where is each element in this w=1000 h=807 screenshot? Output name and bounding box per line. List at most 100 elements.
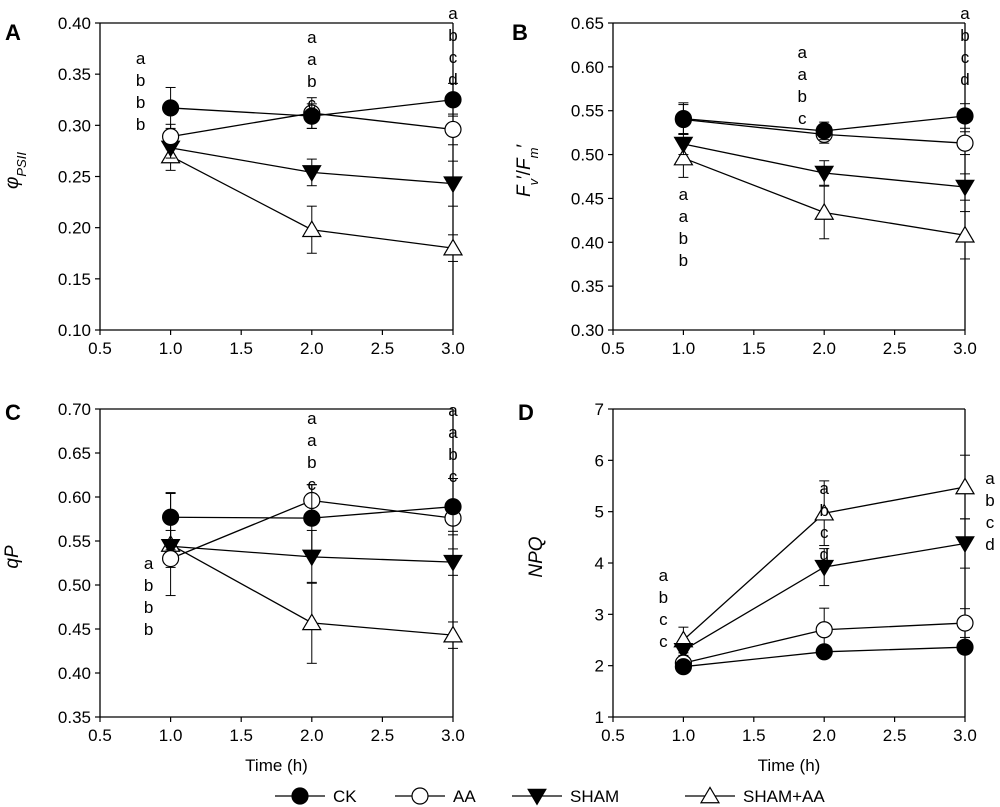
panel-d-xtick-label: 1.5: [742, 726, 766, 745]
panel-c-sig-letter: b: [307, 453, 316, 472]
panel-c-sig-letter: a: [448, 401, 458, 420]
panel-d-sig-letter: b: [819, 501, 828, 520]
panel-b-ytick-label: 0.45: [571, 189, 604, 208]
data-point: [954, 225, 976, 243]
panel-a-sig-letter: a: [307, 50, 317, 69]
data-point: [956, 638, 974, 656]
panel-a-ytick-label: 0.10: [58, 321, 91, 340]
legend-item-sham-aa: SHAM+AA: [685, 786, 825, 806]
data-point: [815, 122, 833, 140]
panel-b-xtick-label: 2.0: [812, 339, 836, 358]
panel-b-sig-letter: a: [797, 43, 807, 62]
panel-b-sig-letter: b: [797, 87, 806, 106]
data-point: [301, 165, 322, 182]
panel-b-ytick-label: 0.50: [571, 146, 604, 165]
ylabel-subscript: v: [526, 177, 541, 185]
data-point: [955, 179, 975, 197]
data-point: [301, 549, 322, 567]
data-point: [443, 554, 463, 572]
legend-item-sham: SHAM: [512, 787, 619, 806]
panel-b-ytick-label: 0.30: [571, 321, 604, 340]
panel-b-sig-letter: b: [960, 26, 969, 45]
panel-c-sig-letter: b: [144, 598, 153, 617]
data-point: [162, 549, 180, 568]
panel-a-sig-letter: b: [448, 26, 457, 45]
panel-a-series-sham: [160, 137, 463, 207]
panel-a-ytick-label: 0.40: [58, 14, 91, 33]
legend-marker: [291, 787, 309, 805]
panel-b-xtick-label: 1.0: [672, 339, 696, 358]
panel-c-xtick-label: 1.0: [159, 726, 183, 745]
data-point: [444, 498, 462, 516]
data-point: [954, 477, 976, 495]
panel-d-sig-letter: a: [985, 469, 995, 488]
panel-c: 0.35 0.40 0.45 0.50 0.55 0.60 0.65 0.70 0.5 1.0 1.…: [2, 400, 465, 775]
panel-d-xtick-label: 2.0: [812, 726, 836, 745]
panel-b-sig-letter: b: [679, 251, 688, 270]
panel-a-sig-letter: b: [136, 115, 145, 134]
panel-a-letter: A: [5, 20, 21, 45]
panel-a-xtick-label: 1.0: [159, 339, 183, 358]
panel-c-sig-letter: c: [449, 467, 458, 486]
legend-label: SHAM: [570, 787, 619, 806]
panel-a-sig-letter: a: [448, 4, 458, 23]
data-point: [674, 658, 693, 676]
panel-d-ytick-label: 4: [595, 554, 604, 573]
panel-b-xtick-label: 0.5: [601, 339, 625, 358]
panel-d-sig-letter: b: [659, 588, 668, 607]
panel-b-ytick-label: 0.55: [571, 102, 604, 121]
panel-a-sig-letter: a: [307, 28, 317, 47]
panel-b-sig-letter: a: [797, 65, 807, 84]
panel-c-ytick-label: 0.70: [58, 400, 91, 419]
panels-group: 0.10 0.15 0.20 0.25 0.30 0.35 0.40 0.5 1.0 1.5 2.0…: [2, 4, 995, 775]
panel-c-xtick-label: 3.0: [441, 726, 465, 745]
data-point: [956, 107, 974, 125]
panel-d-ytick-label: 1: [595, 708, 604, 727]
panel-d-sig-letter: c: [659, 632, 668, 651]
panel-b-ytick-label: 0.65: [571, 14, 604, 33]
panel-c-series-ck: [162, 478, 462, 553]
panel-a-sig-letter: c: [308, 94, 317, 113]
ylabel-main: φ: [2, 177, 23, 189]
panel-d-sig-letter: b: [985, 491, 994, 510]
panel-c-sig-letter: a: [448, 423, 458, 442]
data-point: [442, 238, 464, 256]
data-point: [673, 136, 694, 154]
ylabel-part: F: [514, 157, 535, 170]
panel-c-sig-letter: a: [307, 409, 317, 428]
panel-b-sig-letter: c: [961, 48, 970, 67]
panel-a-sig-letter: c: [449, 48, 458, 67]
panel-d-series-aa: [674, 607, 974, 672]
legend-label: CK: [333, 787, 357, 806]
panel-d-sig-letter: d: [985, 535, 994, 554]
data-point: [443, 176, 463, 194]
data-point: [814, 503, 835, 521]
panel-b-ytick-label: 0.40: [571, 233, 604, 252]
panel-b-ytick-label: 0.60: [571, 58, 604, 77]
data-point: [442, 625, 464, 643]
data-point: [955, 536, 975, 554]
panel-b: 0.30 0.35 0.40 0.45 0.50 0.55 0.60 0.65 0.5 1.0 1.…: [512, 4, 977, 358]
legend-marker: [411, 787, 429, 805]
panel-a-xtick-label: 2.0: [300, 339, 324, 358]
panel-d-xtick-label: 0.5: [601, 726, 625, 745]
panel-c-sig-letter: b: [144, 576, 153, 595]
data-point: [301, 219, 322, 238]
panel-d-sig-letter: a: [819, 479, 829, 498]
legend-label: SHAM+AA: [743, 787, 825, 806]
panel-c-xtick-label: 1.5: [229, 726, 253, 745]
panel-d-sig-letter: a: [659, 566, 669, 585]
panel-d-sig-letter: c: [986, 513, 995, 532]
panel-b-xtick-label: 1.5: [742, 339, 766, 358]
data-point: [444, 91, 462, 109]
panel-c-xtick-label: 0.5: [88, 726, 112, 745]
ylabel-subscript: PSII: [14, 152, 29, 177]
ylabel-part: F: [514, 184, 535, 197]
data-point: [303, 509, 321, 527]
data-point: [814, 559, 835, 577]
panel-b-sig-letter: b: [679, 229, 688, 248]
panel-d-ytick-label: 7: [595, 400, 604, 419]
panel-d-x-label: Time (h): [758, 756, 821, 775]
ylabel-subscript: m: [526, 147, 541, 158]
